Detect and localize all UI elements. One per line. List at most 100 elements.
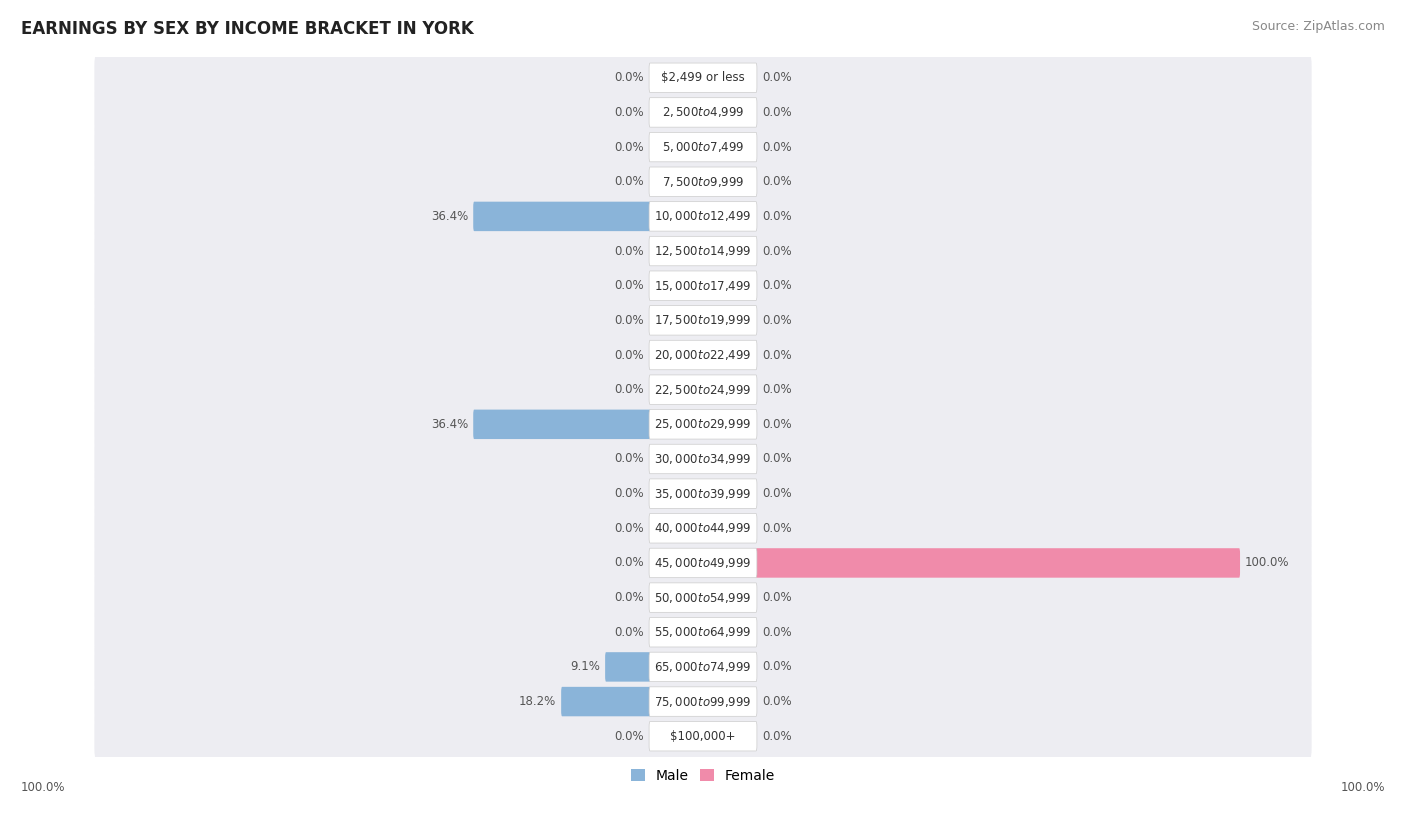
Text: $65,000 to $74,999: $65,000 to $74,999 — [654, 660, 752, 674]
Text: 36.4%: 36.4% — [432, 418, 468, 431]
Text: 100.0%: 100.0% — [1246, 557, 1289, 570]
Text: 0.0%: 0.0% — [762, 279, 792, 292]
Text: $35,000 to $39,999: $35,000 to $39,999 — [654, 487, 752, 501]
FancyBboxPatch shape — [94, 471, 1312, 516]
FancyBboxPatch shape — [94, 610, 1312, 654]
Text: $45,000 to $49,999: $45,000 to $49,999 — [654, 556, 752, 570]
Legend: Male, Female: Male, Female — [626, 764, 780, 789]
Text: $17,500 to $19,999: $17,500 to $19,999 — [654, 313, 752, 327]
Text: $15,000 to $17,499: $15,000 to $17,499 — [654, 278, 752, 293]
FancyBboxPatch shape — [94, 645, 1312, 689]
FancyBboxPatch shape — [650, 63, 756, 93]
Text: $12,500 to $14,999: $12,500 to $14,999 — [654, 244, 752, 258]
FancyBboxPatch shape — [650, 618, 756, 647]
Text: 0.0%: 0.0% — [762, 487, 792, 500]
Text: 0.0%: 0.0% — [762, 314, 792, 327]
Text: $25,000 to $29,999: $25,000 to $29,999 — [654, 418, 752, 431]
FancyBboxPatch shape — [94, 680, 1312, 724]
Text: 0.0%: 0.0% — [614, 106, 644, 119]
FancyBboxPatch shape — [94, 714, 1312, 759]
FancyBboxPatch shape — [650, 479, 756, 509]
FancyBboxPatch shape — [94, 229, 1312, 274]
FancyBboxPatch shape — [650, 202, 756, 231]
Text: Source: ZipAtlas.com: Source: ZipAtlas.com — [1251, 20, 1385, 33]
FancyBboxPatch shape — [650, 236, 756, 266]
Text: 0.0%: 0.0% — [762, 522, 792, 535]
FancyBboxPatch shape — [650, 721, 756, 751]
FancyBboxPatch shape — [650, 375, 756, 405]
FancyBboxPatch shape — [650, 548, 756, 578]
Text: 0.0%: 0.0% — [762, 106, 792, 119]
FancyBboxPatch shape — [650, 167, 756, 196]
Text: $40,000 to $44,999: $40,000 to $44,999 — [654, 521, 752, 536]
Text: 0.0%: 0.0% — [614, 626, 644, 639]
Text: 0.0%: 0.0% — [614, 72, 644, 85]
FancyBboxPatch shape — [94, 540, 1312, 585]
Text: $50,000 to $54,999: $50,000 to $54,999 — [654, 591, 752, 605]
FancyBboxPatch shape — [650, 444, 756, 474]
FancyBboxPatch shape — [94, 298, 1312, 343]
Text: 0.0%: 0.0% — [614, 522, 644, 535]
FancyBboxPatch shape — [650, 271, 756, 300]
Text: 36.4%: 36.4% — [432, 210, 468, 223]
Text: 0.0%: 0.0% — [614, 383, 644, 396]
FancyBboxPatch shape — [94, 437, 1312, 481]
FancyBboxPatch shape — [755, 548, 1240, 578]
FancyBboxPatch shape — [94, 402, 1312, 447]
Text: 0.0%: 0.0% — [762, 626, 792, 639]
Text: 0.0%: 0.0% — [614, 314, 644, 327]
Text: 0.0%: 0.0% — [614, 557, 644, 570]
Text: $2,499 or less: $2,499 or less — [661, 72, 745, 85]
FancyBboxPatch shape — [605, 652, 651, 681]
Text: $30,000 to $34,999: $30,000 to $34,999 — [654, 452, 752, 466]
Text: 0.0%: 0.0% — [614, 729, 644, 742]
FancyBboxPatch shape — [94, 195, 1312, 239]
Text: 9.1%: 9.1% — [571, 660, 600, 673]
Text: 0.0%: 0.0% — [762, 660, 792, 673]
FancyBboxPatch shape — [650, 305, 756, 335]
Text: $7,500 to $9,999: $7,500 to $9,999 — [662, 175, 744, 189]
Text: 0.0%: 0.0% — [762, 453, 792, 466]
FancyBboxPatch shape — [94, 55, 1312, 100]
FancyBboxPatch shape — [94, 125, 1312, 169]
Text: 0.0%: 0.0% — [614, 279, 644, 292]
Text: 0.0%: 0.0% — [762, 141, 792, 154]
FancyBboxPatch shape — [94, 90, 1312, 134]
Text: 0.0%: 0.0% — [762, 695, 792, 708]
FancyBboxPatch shape — [650, 514, 756, 543]
Text: 18.2%: 18.2% — [519, 695, 557, 708]
FancyBboxPatch shape — [474, 202, 651, 231]
FancyBboxPatch shape — [650, 652, 756, 681]
FancyBboxPatch shape — [561, 687, 651, 716]
Text: 100.0%: 100.0% — [1340, 781, 1385, 794]
Text: 0.0%: 0.0% — [762, 175, 792, 188]
FancyBboxPatch shape — [94, 367, 1312, 412]
Text: $55,000 to $64,999: $55,000 to $64,999 — [654, 625, 752, 639]
Text: 0.0%: 0.0% — [614, 244, 644, 257]
Text: 0.0%: 0.0% — [762, 210, 792, 223]
FancyBboxPatch shape — [94, 575, 1312, 619]
Text: $5,000 to $7,499: $5,000 to $7,499 — [662, 140, 744, 154]
Text: $10,000 to $12,499: $10,000 to $12,499 — [654, 209, 752, 223]
FancyBboxPatch shape — [650, 409, 756, 439]
Text: 0.0%: 0.0% — [762, 383, 792, 396]
FancyBboxPatch shape — [650, 687, 756, 716]
Text: 0.0%: 0.0% — [614, 487, 644, 500]
Text: $2,500 to $4,999: $2,500 to $4,999 — [662, 106, 744, 120]
Text: 0.0%: 0.0% — [614, 453, 644, 466]
Text: 100.0%: 100.0% — [21, 781, 66, 794]
Text: EARNINGS BY SEX BY INCOME BRACKET IN YORK: EARNINGS BY SEX BY INCOME BRACKET IN YOR… — [21, 20, 474, 38]
Text: $100,000+: $100,000+ — [671, 729, 735, 742]
FancyBboxPatch shape — [94, 160, 1312, 204]
Text: 0.0%: 0.0% — [614, 591, 644, 604]
Text: 0.0%: 0.0% — [614, 141, 644, 154]
FancyBboxPatch shape — [650, 583, 756, 612]
Text: 0.0%: 0.0% — [762, 244, 792, 257]
Text: $22,500 to $24,999: $22,500 to $24,999 — [654, 383, 752, 396]
FancyBboxPatch shape — [94, 264, 1312, 308]
FancyBboxPatch shape — [94, 506, 1312, 550]
Text: 0.0%: 0.0% — [762, 72, 792, 85]
Text: $75,000 to $99,999: $75,000 to $99,999 — [654, 694, 752, 708]
FancyBboxPatch shape — [650, 98, 756, 127]
Text: 0.0%: 0.0% — [762, 591, 792, 604]
